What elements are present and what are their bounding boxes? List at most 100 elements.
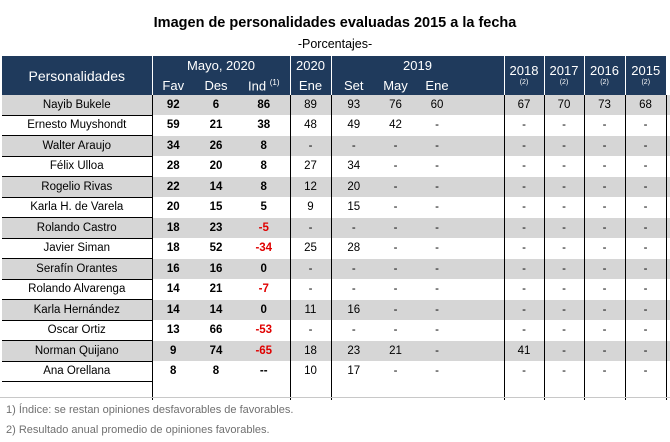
cell-blank	[624, 381, 666, 400]
cell-blank	[665, 381, 670, 400]
cell-name: Walter Araujo	[2, 135, 152, 157]
cell-2020-ene: -	[289, 320, 331, 341]
header-2016: 2016 (2)	[583, 56, 625, 95]
header-mayo-2020: Mayo, 2020	[151, 56, 290, 76]
cell-2016: -	[583, 135, 625, 156]
cell-2019-may: -	[376, 320, 415, 341]
cell-blank	[543, 381, 584, 400]
cell-fav: 14	[151, 279, 194, 300]
cell-2018: -	[503, 217, 544, 238]
cell-2019-may: -	[376, 176, 415, 197]
cell-fav: 34	[151, 135, 194, 156]
cell-2019-set: -	[330, 217, 376, 238]
cell-2016: -	[583, 176, 625, 197]
cell-2019-may: -	[376, 217, 415, 238]
header-2018: 2018 (2)	[503, 56, 544, 95]
cell-2019-ene: -	[415, 176, 459, 197]
cell-2019-ene: -	[415, 258, 459, 279]
cell-edge	[665, 279, 670, 300]
header-des: Des	[194, 75, 238, 95]
cell-2017: -	[543, 217, 584, 238]
cell-2019-ene: -	[415, 156, 459, 177]
cell-2016: -	[583, 197, 625, 218]
table-row: Félix Ulloa 28 20 8 27 34- - - - - -	[2, 156, 670, 177]
cell-fav: 9	[151, 340, 194, 361]
header-2019: 2019	[330, 56, 504, 76]
cell-ind: -53	[238, 320, 290, 341]
cell-blank	[415, 381, 459, 400]
cell-2016: -	[583, 340, 625, 361]
header-ene-2019: Ene	[415, 75, 459, 95]
cell-name: Javier Siman	[2, 238, 152, 259]
footnote-divider	[0, 397, 670, 398]
cell-name: Serafín Orantes	[2, 258, 152, 280]
cell-2019-ene: -	[415, 135, 459, 156]
cell-2019-set: 23	[330, 340, 376, 361]
cell-ind: -5	[238, 217, 290, 238]
cell-name: Ernesto Muyshondt	[2, 115, 152, 136]
cell-spacer	[459, 299, 504, 320]
cell-ind: -7	[238, 279, 290, 300]
cell-spacer	[459, 279, 504, 300]
cell-blank	[503, 381, 544, 400]
cell-2017: -	[543, 176, 584, 197]
cell-spacer	[459, 340, 504, 361]
cell-name: Norman Quijano	[2, 340, 152, 362]
cell-2015: -	[624, 217, 666, 238]
cell-blank	[151, 381, 194, 400]
cell-2017: -	[543, 115, 584, 136]
cell-2020-ene: -	[289, 258, 331, 279]
table-row: Karla H. de Varela 20 15 5 9 15- - - - - -	[2, 197, 670, 218]
header-set: Set	[330, 75, 376, 95]
cell-2019-set: 15	[330, 197, 376, 218]
cell-fav: 18	[151, 217, 194, 238]
cell-2019-may: -	[376, 299, 415, 320]
table-row: Javier Siman 18 52 -34 25 28- - - - - -	[2, 238, 670, 259]
table-row: Rogelio Rivas 22 14 8 12 20- - - - - -	[2, 176, 670, 198]
cell-2016: -	[583, 238, 625, 259]
cell-spacer	[459, 176, 504, 197]
cell-fav: 22	[151, 176, 194, 197]
cell-2020-ene: -	[289, 279, 331, 300]
cell-2019-set: -	[330, 320, 376, 341]
cell-des: 26	[194, 135, 238, 156]
cell-blank	[238, 381, 290, 400]
cell-spacer	[459, 156, 504, 177]
cell-2018: -	[503, 135, 544, 156]
cell-blank	[2, 381, 152, 400]
cell-2018: -	[503, 258, 544, 279]
cell-spacer	[459, 197, 504, 218]
table-row: Rolando Alvarenga 14 21 -7- - - - - - - -	[2, 279, 670, 300]
cell-2016: -	[583, 320, 625, 341]
cell-2017: -	[543, 340, 584, 361]
cell-2019-may: -	[376, 279, 415, 300]
cell-2020-ene: 9	[289, 197, 331, 218]
footnote-1: 1) Índice: se restan opiniones desfavora…	[6, 404, 294, 416]
cell-2019-set: 20	[330, 176, 376, 197]
cell-2016: -	[583, 279, 625, 300]
cell-2019-set: -	[330, 135, 376, 156]
cell-spacer	[459, 238, 504, 259]
cell-2016: -	[583, 217, 625, 238]
cell-name: Karla H. de Varela	[2, 197, 152, 218]
cell-des: 21	[194, 115, 238, 136]
cell-edge	[665, 361, 670, 382]
cell-des: 15	[194, 197, 238, 218]
cell-edge	[665, 299, 670, 320]
cell-edge	[665, 176, 670, 197]
cell-ind: -34	[238, 238, 290, 259]
cell-2019-ene: -	[415, 279, 459, 300]
cell-2015: -	[624, 258, 666, 279]
cell-des: 74	[194, 340, 238, 361]
cell-ind: 8	[238, 156, 290, 177]
cell-2018: -	[503, 156, 544, 177]
cell-spacer	[459, 95, 504, 115]
cell-fav: 18	[151, 238, 194, 259]
table-row: Walter Araujo 34 26 8- - - - - - - -	[2, 135, 670, 157]
cell-2015: -	[624, 238, 666, 259]
header-2017: 2017 (2)	[543, 56, 584, 95]
cell-blank	[289, 381, 331, 400]
table-body: Nayib Bukele 92 6 86 89 93 76 60 67 70 73 68 Ernesto…	[2, 95, 670, 400]
cell-fav: 14	[151, 299, 194, 320]
cell-2020-ene: 11	[289, 299, 331, 320]
